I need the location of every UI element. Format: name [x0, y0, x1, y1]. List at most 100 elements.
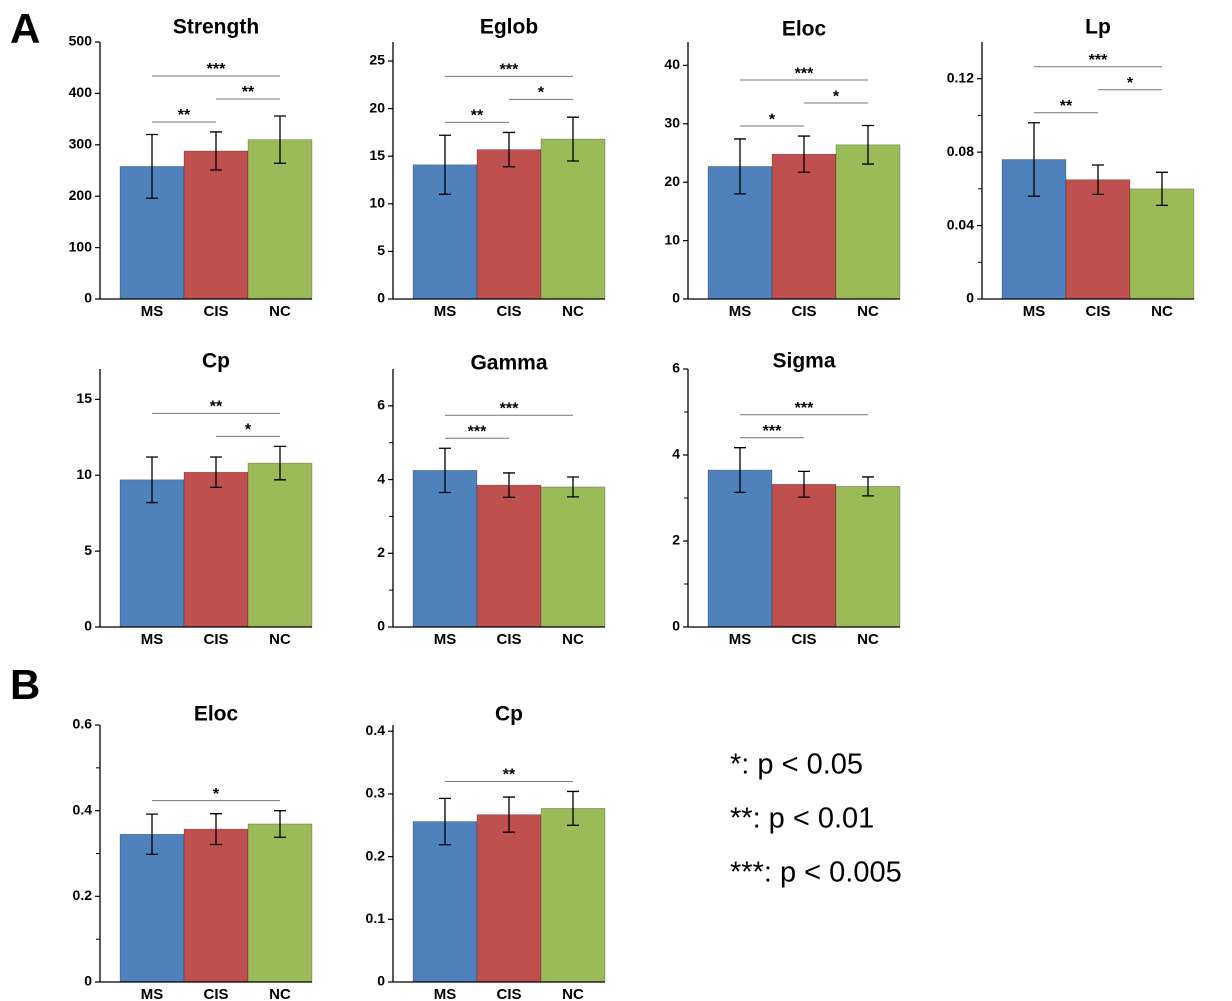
significance-label: * — [245, 422, 252, 439]
bar-chart: Sigma MS CIS NC 0 2 4 6 *** *** — [672, 350, 901, 648]
y-tick-label: 0.6 — [73, 716, 93, 732]
error-bar — [503, 472, 515, 498]
x-tick-label: MS — [141, 986, 164, 1001]
x-tick-label: NC — [269, 303, 291, 320]
significance-label: ** — [242, 84, 255, 101]
x-tick-label: CIS — [203, 631, 228, 648]
panel-label: B — [10, 661, 40, 708]
bar — [119, 479, 185, 628]
error-bar — [567, 790, 579, 826]
significance-label: *** — [795, 65, 814, 82]
y-tick-label: 300 — [69, 136, 93, 152]
error-bar — [146, 133, 158, 199]
bar — [540, 808, 606, 983]
y-tick-label: 2 — [672, 532, 680, 548]
y-tick-label: 15 — [369, 147, 385, 163]
x-tick-label: MS — [141, 631, 164, 648]
y-tick-label: 0 — [84, 618, 92, 634]
legend-text: ***: p < 0.005 — [730, 857, 902, 889]
bar — [707, 469, 773, 628]
significance-label: * — [213, 786, 220, 803]
error-bar — [210, 131, 222, 171]
y-tick-label: 0 — [672, 618, 680, 634]
chart-title: Eloc — [782, 18, 827, 41]
x-tick-label: NC — [857, 631, 879, 648]
error-bar — [1156, 171, 1168, 207]
error-bar — [210, 456, 222, 489]
y-tick-label: 30 — [664, 114, 680, 130]
y-tick-label: 25 — [369, 52, 385, 68]
bar — [771, 153, 837, 300]
y-tick-label: 20 — [664, 173, 680, 189]
significance-label: ** — [178, 107, 191, 124]
bar — [1065, 179, 1131, 300]
bar — [247, 823, 313, 983]
significance-label: *** — [207, 61, 226, 78]
x-tick-label: MS — [141, 303, 164, 320]
y-tick-label: 10 — [664, 231, 680, 247]
x-tick-label: MS — [434, 631, 457, 648]
x-tick-label: MS — [434, 986, 457, 1001]
error-bar — [734, 138, 746, 195]
significance-label: *** — [795, 400, 814, 417]
chart-title: Sigma — [772, 350, 835, 373]
y-tick-label: 10 — [76, 466, 92, 482]
error-bar — [439, 447, 451, 494]
x-tick-label: MS — [729, 631, 752, 648]
bar-chart: Eloc MS CIS NC 0 0.2 0.4 0.6 * — [73, 703, 313, 1001]
y-tick-label: 0.3 — [366, 785, 386, 801]
x-tick-label: CIS — [496, 631, 521, 648]
error-bar — [439, 797, 451, 846]
error-bar — [862, 124, 874, 165]
x-tick-label: MS — [1023, 303, 1046, 320]
x-tick-label: CIS — [203, 303, 228, 320]
bar — [476, 814, 542, 983]
y-tick-label: 0 — [377, 618, 385, 634]
x-tick-label: NC — [269, 631, 291, 648]
bar — [540, 486, 606, 628]
chart-title: Eglob — [480, 16, 538, 39]
x-tick-label: MS — [729, 303, 752, 320]
x-tick-label: CIS — [791, 303, 816, 320]
bar — [183, 150, 249, 300]
error-bar — [146, 813, 158, 856]
error-bar — [567, 476, 579, 498]
significance-label: *** — [763, 423, 782, 440]
significance-label: * — [769, 111, 776, 128]
y-tick-label: 0 — [377, 290, 385, 306]
x-tick-label: CIS — [203, 986, 228, 1001]
bar — [183, 828, 249, 983]
y-tick-label: 500 — [69, 33, 93, 49]
y-tick-label: 100 — [69, 238, 93, 254]
bar — [476, 149, 542, 300]
x-tick-label: CIS — [496, 986, 521, 1001]
x-tick-label: CIS — [496, 303, 521, 320]
bar — [412, 821, 478, 983]
y-tick-label: 5 — [84, 542, 92, 558]
y-tick-label: 2 — [377, 544, 385, 560]
chart-title: Lp — [1085, 16, 1111, 39]
error-bar — [862, 476, 874, 497]
x-tick-label: NC — [562, 303, 584, 320]
chart-title: Cp — [202, 350, 230, 373]
y-tick-label: 0.4 — [366, 722, 386, 738]
significance-label: * — [1127, 75, 1134, 92]
error-bar — [274, 445, 286, 481]
y-tick-label: 15 — [76, 390, 92, 406]
y-tick-label: 0 — [84, 290, 92, 306]
bar — [540, 138, 606, 300]
y-tick-label: 4 — [672, 446, 680, 462]
bar — [183, 471, 249, 628]
x-tick-label: MS — [434, 303, 457, 320]
x-tick-label: CIS — [791, 631, 816, 648]
error-bar — [798, 135, 810, 173]
chart-title: Eloc — [194, 703, 239, 726]
error-bar — [567, 116, 579, 162]
y-tick-label: 0.04 — [947, 216, 974, 232]
error-bar — [274, 810, 286, 838]
